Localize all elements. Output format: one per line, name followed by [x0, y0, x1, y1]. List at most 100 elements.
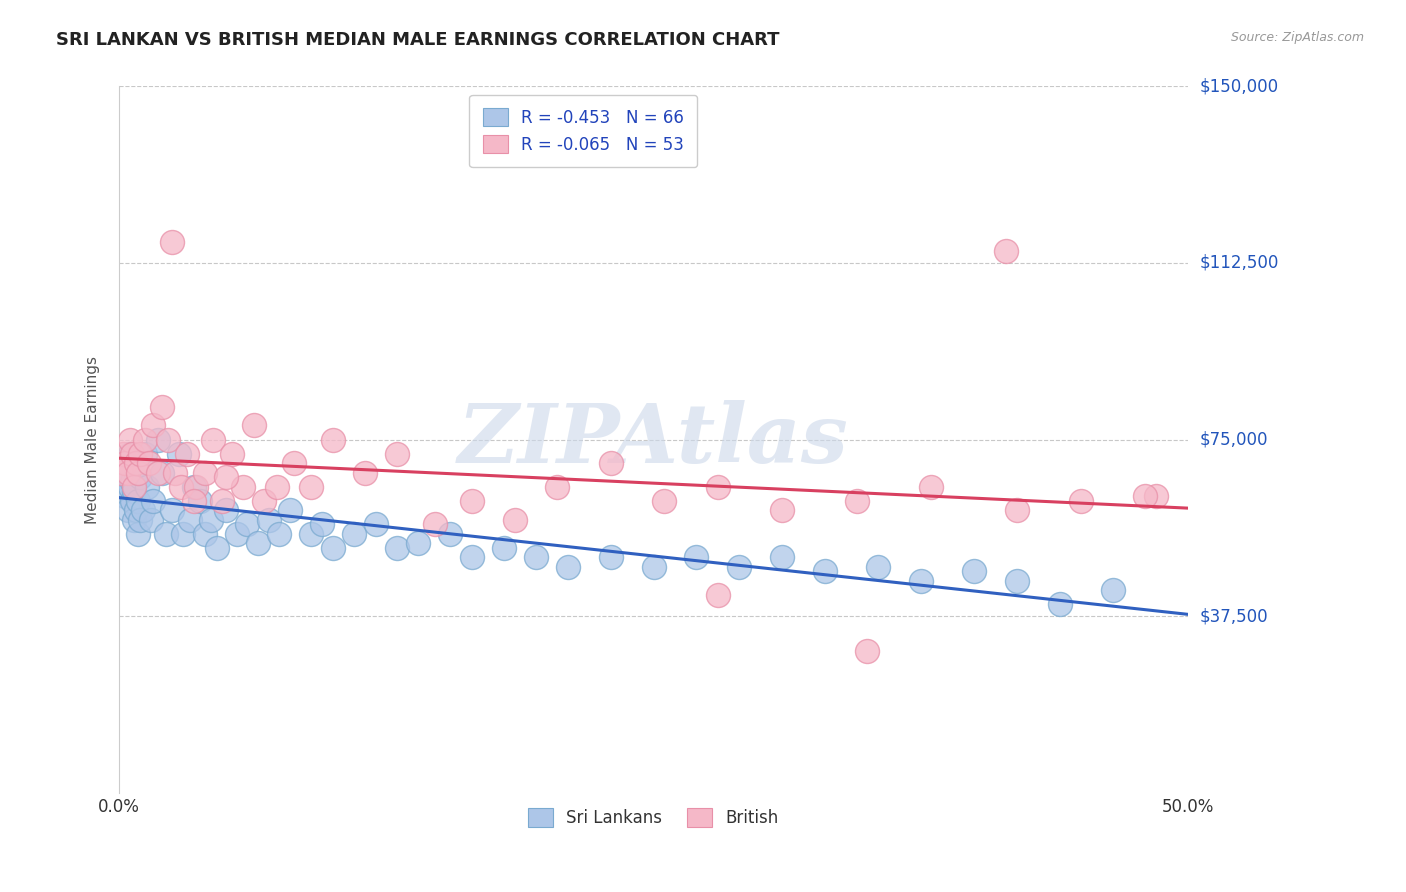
Point — [278, 503, 301, 517]
Point — [301, 480, 323, 494]
Point — [813, 565, 835, 579]
Point — [461, 550, 484, 565]
Point — [129, 512, 152, 526]
Point — [110, 466, 132, 480]
Point — [142, 493, 165, 508]
Point — [211, 493, 233, 508]
Point — [162, 503, 184, 517]
Point — [492, 541, 515, 555]
Point — [461, 493, 484, 508]
Point — [125, 456, 148, 470]
Y-axis label: Median Male Earnings: Median Male Earnings — [86, 356, 100, 524]
Point — [117, 466, 139, 480]
Point — [193, 466, 215, 480]
Point — [121, 447, 143, 461]
Point — [524, 550, 547, 565]
Point — [343, 526, 366, 541]
Point — [247, 536, 270, 550]
Point — [122, 484, 145, 499]
Point — [995, 244, 1018, 259]
Point — [188, 493, 211, 508]
Text: ZIPAtlas: ZIPAtlas — [458, 400, 849, 480]
Point — [232, 480, 254, 494]
Point — [202, 433, 225, 447]
Point — [215, 503, 238, 517]
Point — [557, 559, 579, 574]
Point — [118, 433, 141, 447]
Text: Source: ZipAtlas.com: Source: ZipAtlas.com — [1230, 31, 1364, 45]
Point — [162, 235, 184, 249]
Point — [184, 480, 207, 494]
Text: SRI LANKAN VS BRITISH MEDIAN MALE EARNINGS CORRELATION CHART: SRI LANKAN VS BRITISH MEDIAN MALE EARNIN… — [56, 31, 780, 49]
Point — [728, 559, 751, 574]
Point — [910, 574, 932, 588]
Point — [1135, 489, 1157, 503]
Point — [146, 433, 169, 447]
Point — [138, 456, 160, 470]
Point — [183, 493, 205, 508]
Point — [599, 456, 621, 470]
Point — [643, 559, 665, 574]
Point — [150, 400, 173, 414]
Point — [114, 466, 136, 480]
Point — [125, 503, 148, 517]
Point — [301, 526, 323, 541]
Point — [172, 526, 194, 541]
Text: $37,500: $37,500 — [1199, 607, 1268, 625]
Point — [114, 456, 136, 470]
Point — [125, 466, 148, 480]
Point — [1005, 574, 1028, 588]
Point — [253, 493, 276, 508]
Point — [215, 470, 238, 484]
Point — [845, 493, 868, 508]
Point — [155, 526, 177, 541]
Point — [1102, 583, 1125, 598]
Point — [112, 470, 135, 484]
Point — [122, 480, 145, 494]
Point — [385, 447, 408, 461]
Point — [354, 466, 377, 480]
Point — [112, 447, 135, 461]
Point — [179, 512, 201, 526]
Point — [311, 517, 333, 532]
Point — [134, 433, 156, 447]
Point — [439, 526, 461, 541]
Point — [546, 480, 568, 494]
Point — [139, 512, 162, 526]
Point — [425, 517, 447, 532]
Point — [167, 447, 190, 461]
Point — [706, 588, 728, 602]
Point — [110, 480, 132, 494]
Point — [150, 466, 173, 480]
Point — [207, 541, 229, 555]
Point — [1070, 493, 1092, 508]
Point — [322, 433, 344, 447]
Point — [866, 559, 889, 574]
Point — [269, 526, 291, 541]
Point — [385, 541, 408, 555]
Point — [129, 470, 152, 484]
Point — [163, 466, 186, 480]
Point — [142, 418, 165, 433]
Point — [193, 526, 215, 541]
Point — [176, 447, 198, 461]
Point — [117, 456, 139, 470]
Point — [266, 480, 288, 494]
Legend: Sri Lankans, British: Sri Lankans, British — [522, 802, 786, 834]
Text: $150,000: $150,000 — [1199, 78, 1278, 95]
Point — [503, 512, 526, 526]
Point — [770, 550, 793, 565]
Point — [652, 493, 675, 508]
Point — [183, 480, 205, 494]
Point — [170, 480, 193, 494]
Point — [856, 644, 879, 658]
Point — [221, 447, 243, 461]
Point — [118, 480, 141, 494]
Point — [236, 517, 259, 532]
Point — [118, 447, 141, 461]
Point — [408, 536, 430, 550]
Point — [121, 475, 143, 489]
Point — [127, 466, 149, 480]
Point — [963, 565, 986, 579]
Point — [706, 480, 728, 494]
